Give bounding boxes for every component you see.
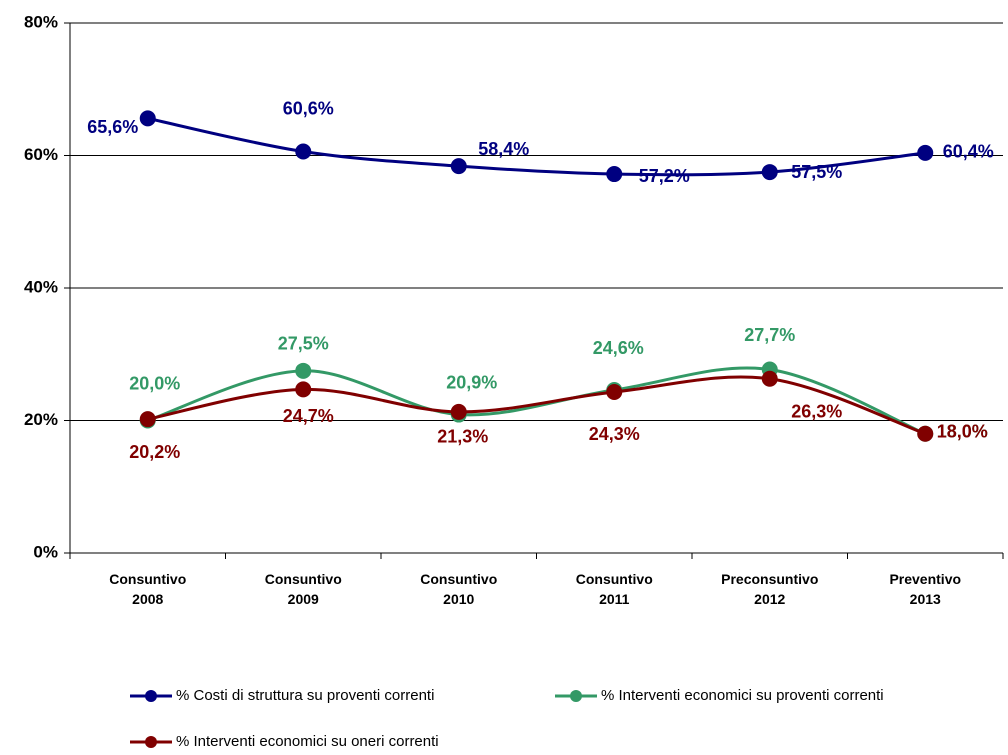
legend-marker [145, 690, 157, 702]
data-point [139, 110, 156, 127]
data-label: 20,0% [129, 373, 180, 393]
data-label: 58,4% [478, 139, 529, 159]
data-point [761, 164, 778, 181]
data-point [295, 381, 312, 398]
data-label: 57,5% [791, 162, 842, 182]
data-point [295, 362, 312, 379]
data-label: 21,3% [437, 427, 488, 447]
data-label: 24,7% [283, 406, 334, 426]
x-tick-label: Consuntivo 2010 [420, 571, 498, 607]
data-point [917, 425, 934, 442]
data-point [139, 411, 156, 428]
data-label: 26,3% [791, 402, 842, 422]
series-line [147, 116, 926, 177]
data-point [295, 143, 312, 160]
data-label: 60,4% [943, 142, 994, 162]
data-label: 27,5% [278, 334, 329, 354]
x-tick-label: Consuntivo 2009 [264, 571, 342, 607]
legend-label: % Interventi economici su proventi corre… [601, 687, 884, 704]
y-tick-label: 60% [24, 145, 58, 164]
y-tick-label: 40% [24, 277, 58, 296]
data-point [450, 158, 467, 175]
x-tick-label: Preconsuntivo 2012 [721, 571, 819, 607]
data-point [917, 144, 934, 161]
data-label: 24,3% [589, 424, 640, 444]
series-line [147, 366, 926, 436]
data-point [761, 370, 778, 387]
y-tick-label: 80% [24, 12, 58, 31]
legend-marker [570, 690, 582, 702]
data-label: 20,9% [446, 372, 497, 392]
data-label: 27,7% [744, 325, 795, 345]
data-point [606, 166, 623, 183]
legend-label: % Interventi economici su oneri correnti [176, 733, 439, 750]
data-label: 57,2% [639, 166, 690, 186]
x-tick-label: Consuntivo 2008 [109, 571, 187, 607]
data-label: 65,6% [87, 117, 138, 137]
data-label: 24,6% [593, 338, 644, 358]
legend-label: % Costi di struttura su proventi corrent… [176, 687, 434, 704]
data-label: 18,0% [937, 422, 988, 442]
x-tick-label: Preventivo 2013 [889, 571, 962, 607]
data-label: 18,0% [937, 422, 988, 442]
data-label: 20,2% [129, 442, 180, 462]
data-label: 60,6% [283, 98, 334, 118]
x-tick-label: Consuntivo 2011 [575, 571, 653, 607]
series-line [147, 375, 926, 436]
legend-marker [145, 736, 157, 748]
y-tick-label: 20% [24, 410, 58, 429]
data-point [450, 403, 467, 420]
data-point [606, 384, 623, 401]
y-tick-label: 0% [33, 542, 58, 561]
